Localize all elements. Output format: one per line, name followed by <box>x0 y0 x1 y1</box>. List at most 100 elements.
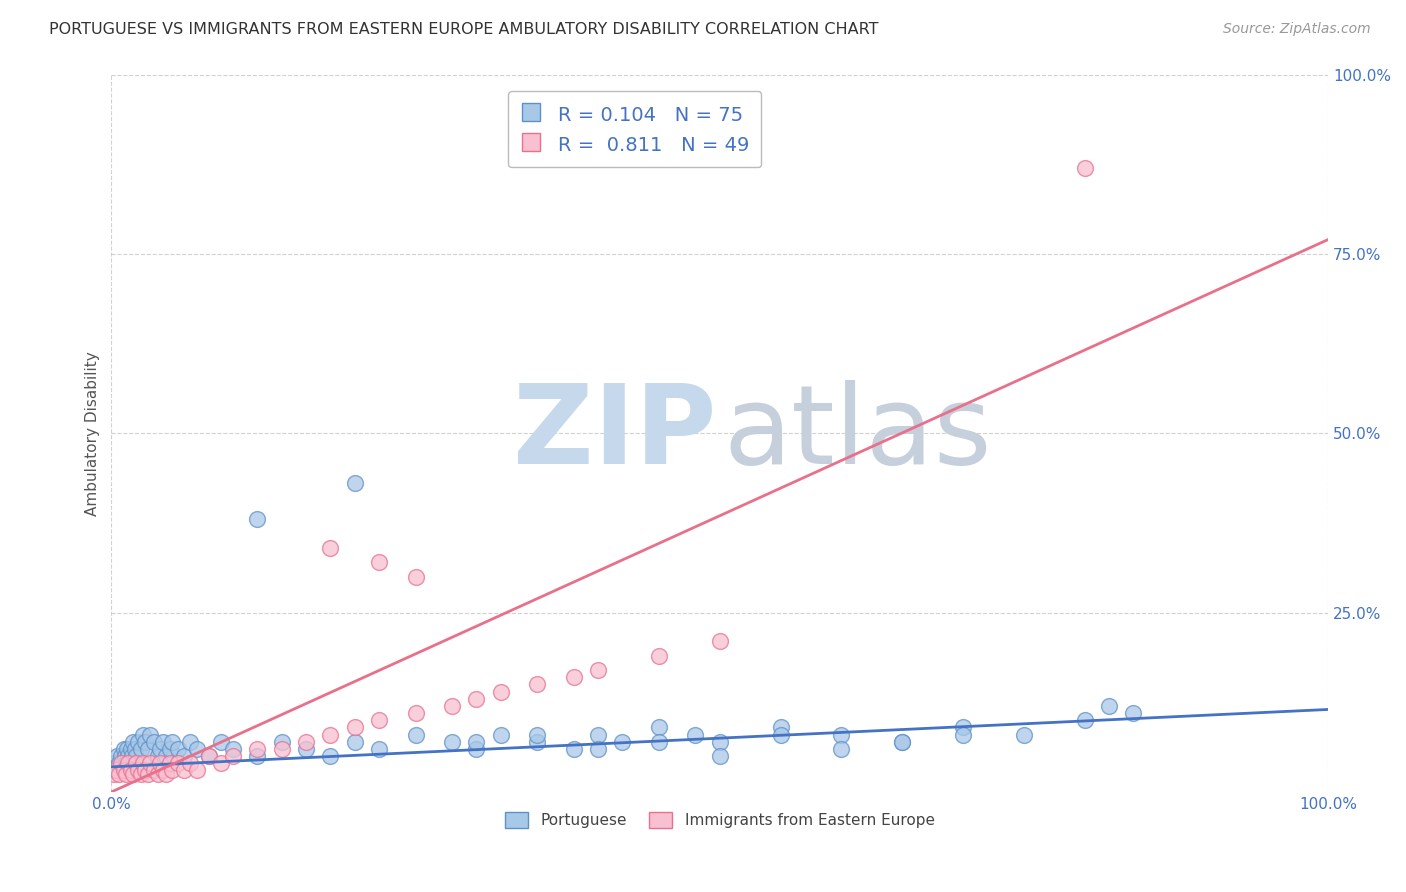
Point <box>1012 728 1035 742</box>
Point <box>110 756 132 771</box>
Point <box>526 735 548 749</box>
Point <box>769 720 792 734</box>
Point <box>270 735 292 749</box>
Point <box>769 728 792 742</box>
Point <box>586 728 609 742</box>
Point <box>830 728 852 742</box>
Point <box>179 756 201 771</box>
Point <box>173 749 195 764</box>
Point <box>146 749 169 764</box>
Point <box>295 735 318 749</box>
Point <box>197 749 219 764</box>
Point <box>222 749 245 764</box>
Point <box>586 663 609 677</box>
Y-axis label: Ambulatory Disability: Ambulatory Disability <box>86 351 100 516</box>
Point <box>319 541 342 555</box>
Point <box>891 735 914 749</box>
Point <box>186 742 208 756</box>
Point <box>648 720 671 734</box>
Point <box>104 756 127 771</box>
Point <box>526 728 548 742</box>
Point <box>159 756 181 771</box>
Point <box>197 749 219 764</box>
Point <box>132 756 155 771</box>
Point <box>124 742 146 756</box>
Point <box>103 764 125 778</box>
Point <box>159 742 181 756</box>
Point <box>139 756 162 771</box>
Point <box>1074 713 1097 727</box>
Point <box>319 749 342 764</box>
Point <box>155 767 177 781</box>
Text: ZIP: ZIP <box>513 380 716 487</box>
Point <box>127 735 149 749</box>
Point <box>115 767 138 781</box>
Point <box>118 756 141 771</box>
Point <box>586 742 609 756</box>
Point <box>246 742 269 756</box>
Point <box>120 764 142 778</box>
Point <box>110 749 132 764</box>
Point <box>132 728 155 742</box>
Point <box>648 735 671 749</box>
Point <box>136 767 159 781</box>
Point <box>405 570 427 584</box>
Point <box>441 698 464 713</box>
Point <box>129 767 152 781</box>
Point <box>295 742 318 756</box>
Point <box>648 648 671 663</box>
Point <box>368 713 391 727</box>
Point <box>108 764 131 778</box>
Point <box>441 735 464 749</box>
Text: Source: ZipAtlas.com: Source: ZipAtlas.com <box>1223 22 1371 37</box>
Point <box>105 764 128 778</box>
Point <box>246 749 269 764</box>
Point <box>343 476 366 491</box>
Point <box>526 677 548 691</box>
Point <box>179 735 201 749</box>
Point <box>709 634 731 648</box>
Point <box>830 742 852 756</box>
Point <box>368 742 391 756</box>
Point <box>107 749 129 764</box>
Point <box>685 728 707 742</box>
Point <box>120 742 142 756</box>
Point <box>173 764 195 778</box>
Point <box>111 756 134 771</box>
Point <box>115 756 138 771</box>
Point <box>709 749 731 764</box>
Point <box>562 742 585 756</box>
Point <box>343 735 366 749</box>
Point <box>129 742 152 756</box>
Point <box>162 764 184 778</box>
Point <box>107 767 129 781</box>
Point <box>122 767 145 781</box>
Point <box>152 764 174 778</box>
Point <box>209 756 232 771</box>
Point <box>125 749 148 764</box>
Point <box>152 735 174 749</box>
Point <box>246 512 269 526</box>
Point <box>952 728 974 742</box>
Point <box>121 749 143 764</box>
Point <box>562 670 585 684</box>
Point <box>489 684 512 698</box>
Point <box>103 767 125 781</box>
Point <box>1098 698 1121 713</box>
Point <box>612 735 634 749</box>
Point <box>368 555 391 569</box>
Point <box>343 720 366 734</box>
Point <box>709 735 731 749</box>
Point <box>891 735 914 749</box>
Legend: Portuguese, Immigrants from Eastern Europe: Portuguese, Immigrants from Eastern Euro… <box>499 806 941 835</box>
Point <box>405 706 427 720</box>
Point <box>155 749 177 764</box>
Point <box>143 764 166 778</box>
Point <box>270 742 292 756</box>
Point <box>489 728 512 742</box>
Point <box>1122 706 1144 720</box>
Point <box>222 742 245 756</box>
Point <box>167 742 190 756</box>
Text: atlas: atlas <box>724 380 991 487</box>
Point <box>136 742 159 756</box>
